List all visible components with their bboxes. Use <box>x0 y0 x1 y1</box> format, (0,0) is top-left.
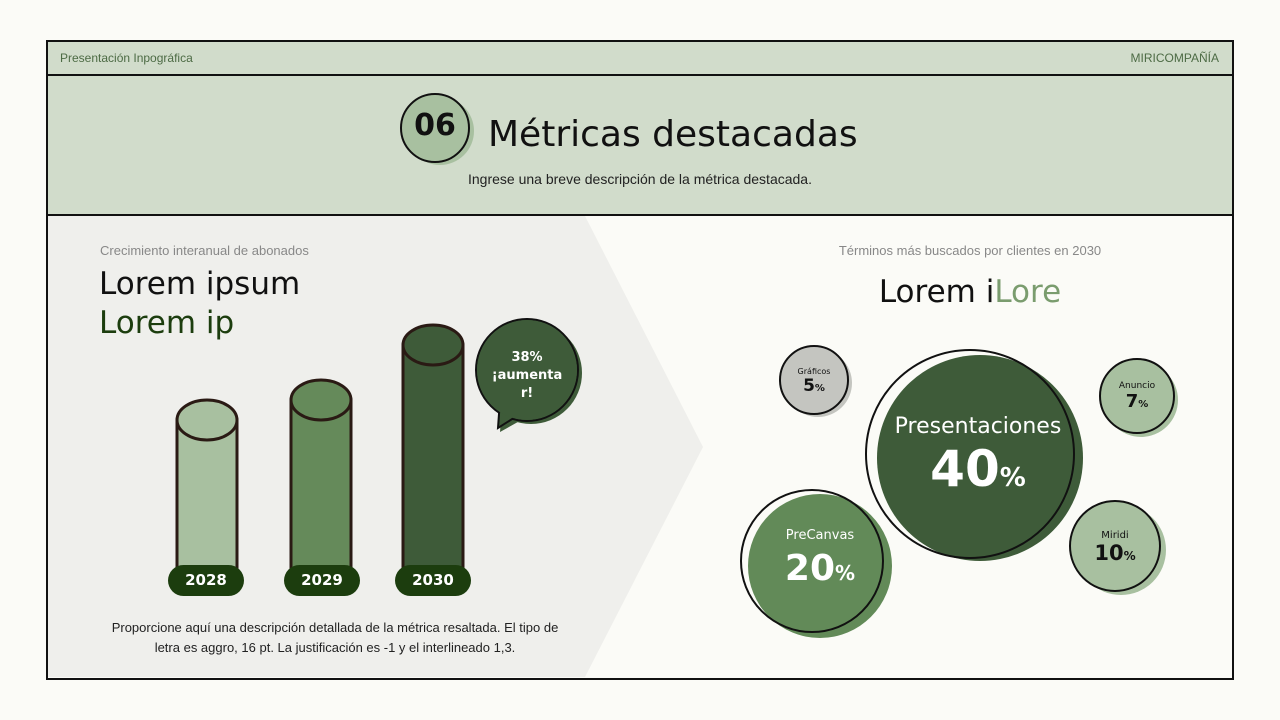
bar-2028 <box>175 398 239 577</box>
bubble-value: 5 <box>803 376 815 396</box>
bubble-unit: % <box>999 463 1026 493</box>
bubble-presentaciones <box>865 349 1083 561</box>
left-caption: Crecimiento interanual de abonados <box>100 243 309 258</box>
callout-line2: r! <box>520 386 534 401</box>
right-heading-dark: Lorem i <box>878 274 995 310</box>
year-label-2029: 2029 <box>301 571 343 589</box>
bubble-label: Gráficos <box>797 367 831 376</box>
header-left-label: Presentación Inpográfica <box>60 51 193 65</box>
bubble-value: 10 <box>1094 541 1124 565</box>
bubble-value: 40 <box>930 440 1000 498</box>
bubble-graficos <box>779 345 852 417</box>
bubble-unit: % <box>1123 549 1136 563</box>
left-heading-line1: Lorem ipsum <box>99 266 301 302</box>
bubble-precanvas-text: PreCanvas 20% <box>750 528 890 599</box>
right-heading: Lorem iLore <box>780 274 1160 310</box>
callout-value: 38% <box>511 350 543 365</box>
number-badge <box>400 93 470 163</box>
header-right-label: MIRICOMPAÑÍA <box>1130 51 1219 65</box>
year-pill-2029 <box>284 565 360 596</box>
bubble-label: Presentaciones <box>894 414 1062 439</box>
page-subtitle: Ingrese una breve descripción de la métr… <box>468 171 812 187</box>
left-description: Proporcione aquí una descripción detalla… <box>111 620 559 655</box>
bubble-unit: % <box>814 383 825 394</box>
bubble-graficos-text: Gráficos 5% <box>779 367 849 396</box>
bubble-presentaciones-text: Presentaciones 40% <box>870 414 1086 508</box>
section-number: 06 <box>414 108 456 143</box>
bubble-label: Miridi <box>1101 530 1129 541</box>
page-title: Métricas destacadas <box>488 114 858 155</box>
top-bar <box>48 42 1232 76</box>
bubble-anuncio-text: Anuncio 7% <box>1100 381 1174 412</box>
bubble-unit: % <box>1138 399 1149 410</box>
title-band <box>48 76 1232 216</box>
bubble-value: 20 <box>784 548 836 589</box>
bubble-label: PreCanvas <box>785 528 855 543</box>
year-label-2030: 2030 <box>412 571 454 589</box>
year-pill-2028 <box>168 565 244 596</box>
callout-text: 38% ¡aumenta r! <box>477 349 577 403</box>
bubble-miridi <box>1069 500 1166 595</box>
bubble-label: Anuncio <box>1118 381 1156 391</box>
bubble-unit: % <box>835 561 856 585</box>
bubble-anuncio <box>1099 358 1178 437</box>
year-label-2028: 2028 <box>185 571 227 589</box>
bubble-precanvas <box>740 489 892 638</box>
callout-line1: ¡aumenta <box>491 368 563 383</box>
slide-frame <box>46 40 1234 680</box>
bubble-value: 7 <box>1125 391 1139 412</box>
bubble-miridi-text: Miridi 10% <box>1070 530 1160 565</box>
left-heading-line2: Lorem ip <box>99 305 235 341</box>
right-heading-accent: Lore <box>994 274 1062 310</box>
right-caption: Términos más buscados por clientes en 20… <box>838 243 1102 258</box>
bar-2030 <box>401 323 465 577</box>
year-pill-2030 <box>395 565 471 596</box>
callout-bubble <box>475 318 582 432</box>
